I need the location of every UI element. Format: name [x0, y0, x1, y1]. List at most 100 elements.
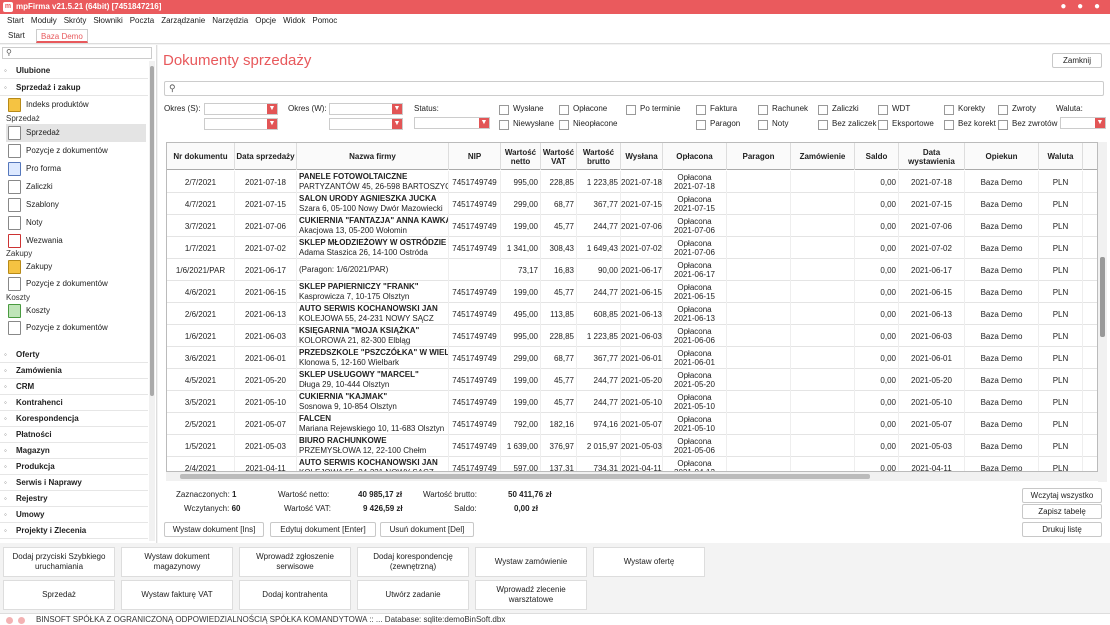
status-select[interactable]: ▼: [414, 117, 490, 129]
window-controls[interactable]: ● ● ●: [1060, 1, 1104, 12]
checkbox-faktura[interactable]: Faktura: [696, 104, 737, 115]
save-table-button[interactable]: Zapisz tabelę: [1022, 504, 1102, 519]
sidebar-item-pro-forma[interactable]: Pro forma: [6, 160, 146, 178]
checkbox-zwroty[interactable]: Zwroty: [998, 104, 1036, 115]
quick-add-shortcuts-button[interactable]: Dodaj przyciski Szybkiego uruchamiania: [3, 547, 115, 577]
menu-zarzadzanie[interactable]: Zarządzanie: [161, 16, 206, 25]
section-sprzedaz-zakup[interactable]: Sprzedaż i zakup: [0, 80, 148, 96]
col-paragon[interactable]: Paragon: [727, 143, 791, 170]
table-row[interactable]: 4/5/2021 2021-05-20 SKLEP USŁUGOWY "MARCEL…: [167, 369, 1097, 391]
menu-widok[interactable]: Widok: [283, 16, 306, 25]
checkbox-nieoplacone[interactable]: Nieopłacone: [559, 119, 617, 130]
col-wartosc-netto[interactable]: Wartość netto: [501, 143, 541, 170]
menu-poczta[interactable]: Poczta: [129, 16, 155, 25]
checkbox-noty[interactable]: Noty: [758, 119, 788, 130]
documents-table[interactable]: Nr dokumentu Data sprzedaży Nazwa firmy …: [166, 142, 1098, 472]
table-row[interactable]: 1/7/2021 2021-07-02 SKLEP MŁODZIEŻOWY W OS…: [167, 237, 1097, 259]
sidebar-item-pozycje-koszty[interactable]: Pozycje z dokumentów: [6, 319, 146, 337]
section-produkcja[interactable]: Produkcja: [0, 459, 148, 475]
sidebar-scrollbar[interactable]: [149, 61, 155, 541]
checkbox-rachunek[interactable]: Rachunek: [758, 104, 808, 115]
sidebar-item-koszty[interactable]: Koszty: [6, 302, 146, 320]
sidebar-item-zakupy[interactable]: Zakupy: [6, 258, 146, 276]
load-all-button[interactable]: Wczytaj wszystko: [1022, 488, 1102, 503]
main-search-input[interactable]: ⚲: [164, 81, 1104, 96]
section-oferty[interactable]: Oferty: [0, 347, 148, 363]
sidebar-item-zaliczki[interactable]: Zaliczki: [6, 178, 146, 196]
section-crm[interactable]: CRM: [0, 379, 148, 395]
table-row[interactable]: 1/6/2021 2021-06-03 KSIĘGARNIA "MOJA KSIĄŻ…: [167, 325, 1097, 347]
section-ulubione[interactable]: Ulubione: [0, 63, 148, 79]
sidebar-item-szablony[interactable]: Szablony: [6, 196, 146, 214]
table-row[interactable]: 4/7/2021 2021-07-15 SALON URODY AGNIESZKA …: [167, 193, 1097, 215]
sidebar-item-wezwania[interactable]: Wezwania: [6, 232, 146, 250]
section-umowy[interactable]: Umowy: [0, 507, 148, 523]
checkbox-oplacone[interactable]: Opłacone: [559, 104, 607, 115]
sidebar-item-pozycje-sprzedaz[interactable]: Pozycje z dokumentów: [6, 142, 146, 160]
table-horizontal-scroll-thumb[interactable]: [180, 474, 870, 479]
close-button[interactable]: Zamknij: [1052, 53, 1102, 68]
waluta-select[interactable]: ▼: [1060, 117, 1106, 129]
section-projekty[interactable]: Projekty i Zlecenia: [0, 523, 148, 539]
quick-workshop-order-button[interactable]: Wprowadź zlecenie warsztatowe: [475, 580, 587, 610]
quick-add-correspondence-button[interactable]: Dodaj korespondencję (zewnętrzną): [357, 547, 469, 577]
sidebar-item-noty[interactable]: Noty: [6, 214, 146, 232]
menu-start[interactable]: Start: [7, 16, 24, 25]
col-nazwa-firmy[interactable]: Nazwa firmy: [297, 143, 449, 170]
section-magazyn[interactable]: Magazyn: [0, 443, 148, 459]
tab-start[interactable]: Start: [8, 31, 25, 40]
new-document-button[interactable]: Wystaw dokument [Ins]: [164, 522, 264, 537]
okres-s-select-2[interactable]: ▼: [204, 118, 278, 130]
section-rejestry[interactable]: Rejestry: [0, 491, 148, 507]
table-row[interactable]: 4/6/2021 2021-06-15 SKLEP PAPIERNICZY "FRA…: [167, 281, 1097, 303]
quick-new-offer-button[interactable]: Wystaw ofertę: [593, 547, 705, 577]
col-zamowienie[interactable]: Zamówienie: [791, 143, 855, 170]
checkbox-po-terminie[interactable]: Po terminie: [626, 104, 680, 115]
quick-service-request-button[interactable]: Wprowadź zgłoszenie serwisowe: [239, 547, 351, 577]
table-row[interactable]: 3/6/2021 2021-06-01 PRZEDSZKOLE "PSZCZÓŁKA…: [167, 347, 1097, 369]
quick-new-order-button[interactable]: Wystaw zamówienie: [475, 547, 587, 577]
col-data-wystawienia[interactable]: Data wystawienia: [899, 143, 965, 170]
okres-w-select-2[interactable]: ▼: [329, 118, 403, 130]
print-list-button[interactable]: Drukuj listę: [1022, 522, 1102, 537]
table-vertical-scrollbar[interactable]: [1098, 142, 1107, 482]
table-horizontal-scrollbar[interactable]: [166, 472, 1098, 481]
menu-skroty[interactable]: Skróty: [63, 16, 87, 25]
table-row[interactable]: 3/7/2021 2021-07-06 CUKIERNIA "FANTAZJA" A…: [167, 215, 1097, 237]
edit-document-button[interactable]: Edytuj dokument [Enter]: [270, 522, 376, 537]
table-row[interactable]: 2/4/2021 2021-04-11 AUTO SERWIS KOCHANOWSK…: [167, 457, 1097, 471]
checkbox-wyslane[interactable]: Wysłane: [499, 104, 544, 115]
quick-create-task-button[interactable]: Utwórz zadanie: [357, 580, 469, 610]
section-korespondencja[interactable]: Korespondencja: [0, 411, 148, 427]
col-wyslana[interactable]: Wysłana: [621, 143, 663, 170]
checkbox-korekty[interactable]: Korekty: [944, 104, 985, 115]
quick-sales-button[interactable]: Sprzedaż: [3, 580, 115, 610]
quick-add-contractor-button[interactable]: Dodaj kontrahenta: [239, 580, 351, 610]
section-zamowienia[interactable]: Zamówienia: [0, 363, 148, 379]
col-opiekun[interactable]: Opiekun: [965, 143, 1039, 170]
checkbox-zaliczki[interactable]: Zaliczki: [818, 104, 859, 115]
table-row[interactable]: 3/5/2021 2021-05-10 CUKIERNIA "KAJMAK" Sosn…: [167, 391, 1097, 413]
checkbox-niewyslane[interactable]: Niewysłane: [499, 119, 554, 130]
menu-opcje[interactable]: Opcje: [255, 16, 277, 25]
section-kontrahenci[interactable]: Kontrahenci: [0, 395, 148, 411]
delete-document-button[interactable]: Usuń dokument [Del]: [380, 522, 474, 537]
okres-w-select-1[interactable]: ▼: [329, 103, 403, 115]
checkbox-eksportowe[interactable]: Eksportowe: [878, 119, 934, 130]
sidebar-item-indeks[interactable]: Indeks produktów: [6, 96, 146, 114]
okres-s-select-1[interactable]: ▼: [204, 103, 278, 115]
col-wartosc-brutto[interactable]: Wartość brutto: [577, 143, 621, 170]
col-saldo[interactable]: Saldo: [855, 143, 899, 170]
sidebar-item-pozycje-zakupy[interactable]: Pozycje z dokumentów: [6, 275, 146, 293]
sidebar-scroll-thumb[interactable]: [150, 66, 154, 396]
table-row[interactable]: 1/6/2021/PAR 2021-06-17 (Paragon: 1/6/2021…: [167, 259, 1097, 281]
checkbox-bez-zwrotow[interactable]: Bez zwrotów: [998, 119, 1057, 130]
table-row[interactable]: 2/7/2021 2021-07-18 PANELE FOTOWOLTAICZNE P…: [167, 171, 1097, 193]
menu-moduly[interactable]: Moduły: [30, 16, 57, 25]
checkbox-wdt[interactable]: WDT: [878, 104, 910, 115]
col-waluta[interactable]: Waluta: [1039, 143, 1083, 170]
col-nip[interactable]: NIP: [449, 143, 501, 170]
sidebar-search-input[interactable]: ⚲: [2, 47, 152, 59]
quick-warehouse-doc-button[interactable]: Wystaw dokument magazynowy: [121, 547, 233, 577]
section-serwis[interactable]: Serwis i Naprawy: [0, 475, 148, 491]
